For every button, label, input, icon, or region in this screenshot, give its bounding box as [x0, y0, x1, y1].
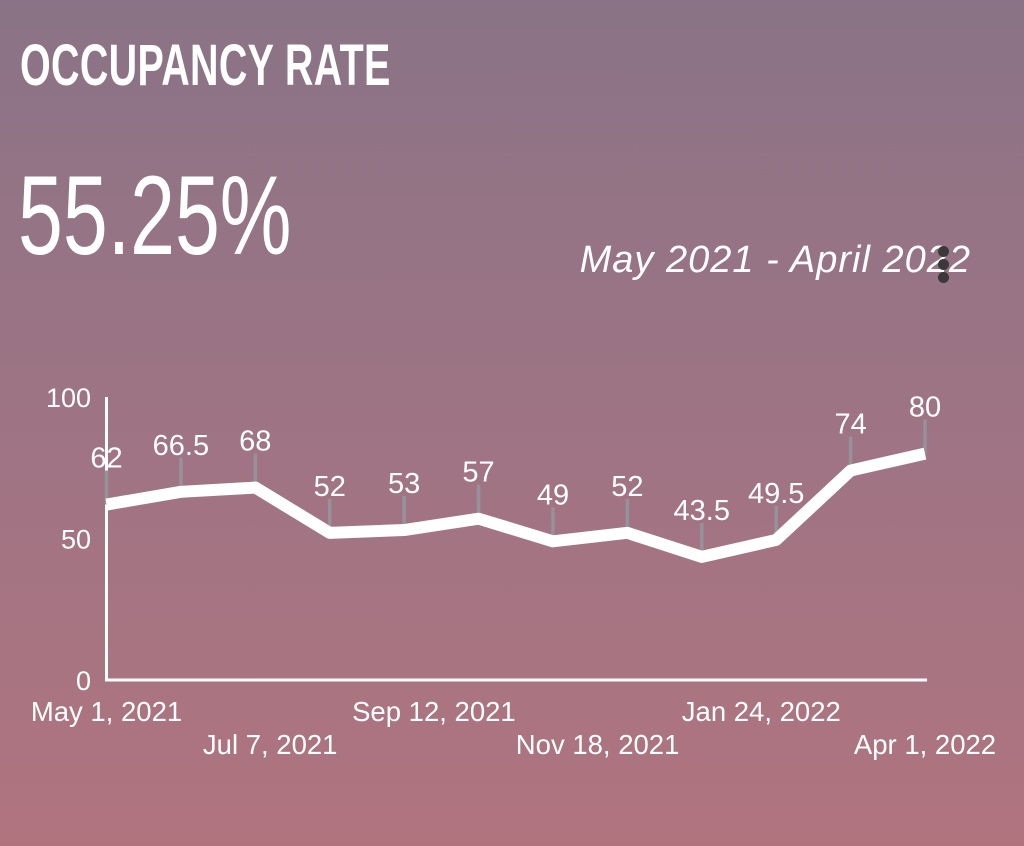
x-axis-tick-label: May 1, 2021: [31, 696, 182, 727]
data-point-label: 49: [537, 479, 569, 511]
x-axis-tick-label: Jul 7, 2021: [203, 729, 338, 760]
widget-title: OCCUPANCY RATE: [20, 33, 391, 98]
data-point-label: 49.5: [748, 478, 804, 510]
menu-dot: [938, 246, 949, 257]
kpi-value: 55.25%: [18, 153, 292, 278]
data-point-label: 53: [388, 468, 420, 500]
x-axis-tick-label: Jan 24, 2022: [682, 696, 841, 727]
date-range-label: May 2021 - April 2022: [579, 239, 971, 281]
y-axis-tick-label: 0: [76, 666, 91, 696]
x-axis-tick-label: Sep 12, 2021: [352, 696, 516, 727]
menu-dot: [938, 272, 949, 283]
data-point-label: 57: [462, 457, 494, 489]
data-point-label: 66.5: [153, 430, 209, 462]
kebab-menu-icon[interactable]: [936, 244, 951, 285]
occupancy-trend-line: [105, 447, 927, 563]
data-point-label: 43.5: [674, 495, 730, 527]
menu-dot: [938, 259, 949, 270]
data-point-label: 74: [834, 409, 866, 441]
data-point-label: 80: [909, 392, 941, 424]
data-point-label: 52: [611, 471, 643, 503]
data-point-label: 52: [314, 471, 346, 503]
data-point-label: 68: [239, 426, 271, 458]
y-axis-tick-label: 50: [61, 525, 91, 555]
x-axis-tick-label: Nov 18, 2021: [516, 729, 680, 760]
data-point-label: 62: [90, 443, 122, 475]
y-axis-tick-label: 100: [46, 383, 91, 413]
x-axis-tick-label: Apr 1, 2022: [854, 729, 996, 760]
